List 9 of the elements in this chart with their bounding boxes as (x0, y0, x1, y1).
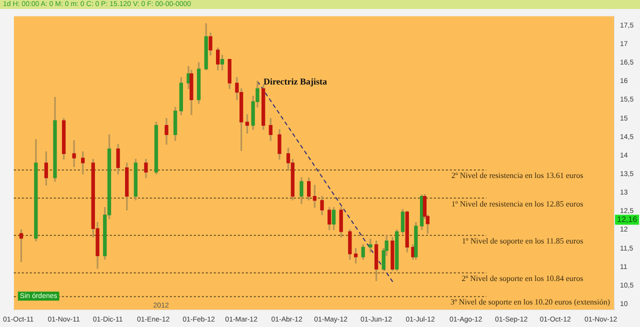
ref-line-label: 3º Nivel de soporte en los 10.20 euros (extensión) (450, 298, 610, 307)
ref-line-label: 2º Nivel de soporte en los 10.84 euros (462, 274, 584, 283)
ref-line-label: 1º Nivel de soporte en los 11.85 euros (462, 236, 584, 246)
candlestick (368, 238, 372, 252)
annotation: Directriz Bajista (263, 76, 328, 87)
ref-line-label: 1º Nivel de resistencia en los 12.85 euros (451, 199, 584, 208)
text: 12,16 (617, 215, 638, 224)
ref-line-label: 2º Nivel de resistencia en los 13.61 euros (451, 171, 584, 180)
candlestick (72, 140, 76, 167)
